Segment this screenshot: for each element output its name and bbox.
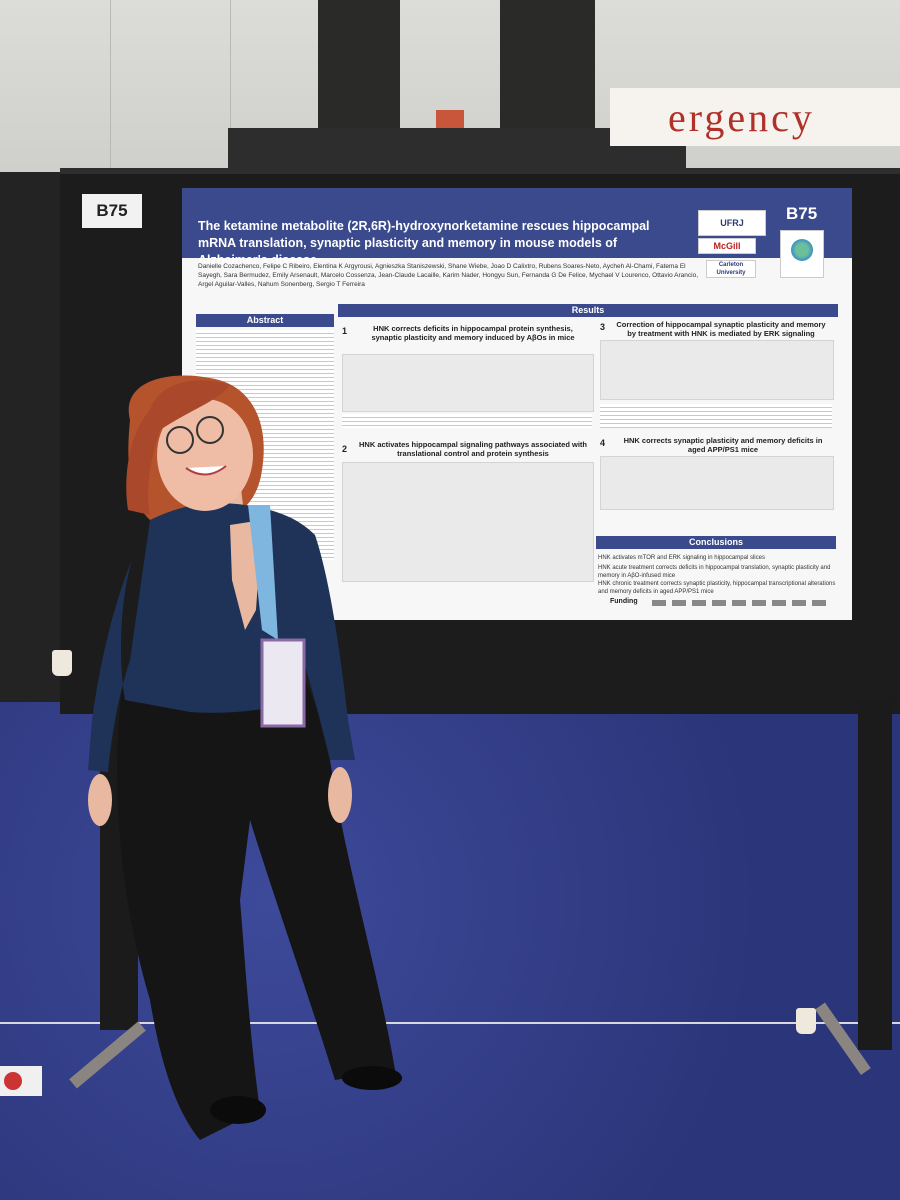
hair-front: [126, 380, 230, 515]
figure-caption: [600, 404, 832, 428]
section-number: 2: [342, 444, 348, 454]
dark-pillar: [318, 0, 400, 135]
research-poster: The ketamine metabolite (2R,6R)-hydroxyn…: [182, 188, 852, 620]
section-2-title: HNK activates hippocampal signaling path…: [359, 440, 587, 458]
results-header: Results: [338, 304, 838, 317]
section-number: 4: [600, 438, 606, 448]
shirt: [88, 503, 355, 772]
right-hand: [328, 767, 352, 823]
paper-cup: [796, 1008, 816, 1034]
section-number: 1: [342, 326, 348, 336]
left-shoe: [210, 1096, 266, 1124]
section-3-title: Correction of hippocampal synaptic plast…: [616, 320, 826, 338]
right-shoe: [342, 1066, 402, 1090]
figure-panel-2: [342, 462, 594, 582]
dark-pillar: [500, 0, 595, 135]
funding-label: Funding: [610, 598, 638, 605]
section-4-title: HNK corrects synaptic plasticity and mem…: [623, 436, 823, 454]
carleton-logo: Carleton University: [706, 260, 756, 278]
mcgill-logo: McGill: [698, 238, 756, 254]
badge: [260, 638, 306, 728]
funder-logos: [652, 600, 832, 606]
banner-text: ergency: [668, 95, 815, 140]
trousers: [117, 670, 395, 1140]
figure-panel-4: [600, 456, 834, 510]
author-list: Danielle Cozachenco, Felipe C Ribeiro, E…: [198, 263, 699, 288]
poster-code: B75: [786, 204, 818, 223]
conclusion-item: HNK acute treatment corrects deficits in…: [598, 565, 831, 579]
exit-sign: [436, 110, 464, 132]
hall-banner: ergency: [610, 88, 900, 146]
floor-sign: [0, 1066, 42, 1096]
figure-caption: [342, 414, 592, 428]
wall-panel-seam: [110, 0, 111, 170]
ufrj-logo: UFRJ: [698, 210, 766, 236]
poster-board-top: [228, 128, 686, 168]
neuroscience-logo: [780, 230, 824, 278]
conclusions-header: Conclusions: [596, 536, 836, 549]
smile: [185, 465, 227, 476]
conclusion-item: HNK activates mTOR and ERK signaling in …: [598, 555, 765, 561]
flower-icon: [791, 239, 813, 261]
wall-panel-seam: [230, 0, 231, 170]
glasses-left-lens: [166, 426, 194, 454]
section-number: 3: [600, 322, 606, 332]
glasses-right-lens: [196, 416, 224, 444]
sign-icon: [4, 1072, 22, 1090]
figure-panel-3: [600, 340, 834, 400]
left-hand: [88, 774, 112, 826]
booth-number-tag: B75: [82, 194, 142, 228]
floor-tape-line: [0, 1022, 900, 1024]
abstract-header: Abstract: [196, 314, 334, 327]
paper-cup: [52, 650, 72, 676]
section-1-title: HNK corrects deficits in hippocampal pro…: [371, 324, 575, 342]
poster-title: The ketamine metabolite (2R,6R)-hydroxyn…: [198, 219, 650, 267]
board-leg: [858, 700, 892, 1050]
figure-panel-1: [342, 354, 594, 412]
conclusion-item: HNK chronic treatment corrects synaptic …: [598, 581, 836, 595]
lanyard: [248, 505, 278, 640]
